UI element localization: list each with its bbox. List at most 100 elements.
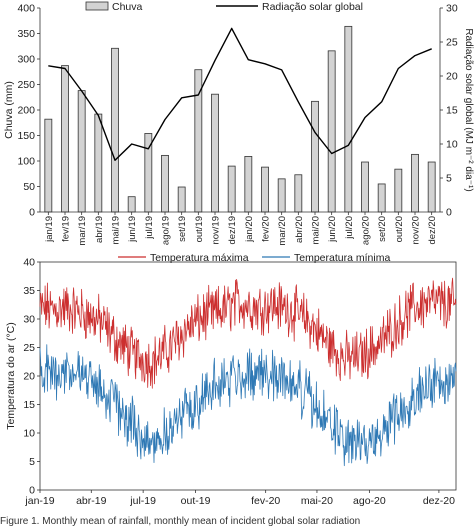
x-tick-label: abr/19 xyxy=(94,216,105,243)
rainfall-bar-abr/19 xyxy=(94,113,103,213)
y-tick-label-left: 150 xyxy=(17,130,35,142)
x-tick-label: set/20 xyxy=(377,216,388,242)
x-tick-label: mai/20 xyxy=(311,216,322,245)
legend-label-chuva: Chuva xyxy=(112,1,143,13)
x-tick-label: fev/19 xyxy=(61,216,72,242)
rainfall-bar-ago/20 xyxy=(361,161,369,213)
rainfall-bar-set/19 xyxy=(177,186,186,213)
x-tick-label: jan/20 xyxy=(244,216,255,243)
x-tick-label-temp: out-19 xyxy=(181,495,211,507)
x-tick-label: mar/20 xyxy=(277,216,288,246)
x-tick-label: out/19 xyxy=(194,216,205,242)
y-tick-label-temp: 40 xyxy=(23,257,35,269)
radiation-line xyxy=(48,27,432,162)
rainfall-bar-nov/20 xyxy=(411,153,419,213)
y-tick-label-left: 350 xyxy=(17,28,35,40)
y-axis-label-chuva: Chuva (mm) xyxy=(3,81,15,139)
rainfall-bar-abr/20 xyxy=(294,174,303,213)
y-tick-label-temp: 30 xyxy=(23,314,35,326)
rainfall-bar-mai/20 xyxy=(311,100,319,213)
rainfall-bar-jun/19 xyxy=(127,196,136,213)
legend-label-radiacao: Radiação solar global xyxy=(262,1,363,13)
y-tick-label-right: 10 xyxy=(446,139,458,151)
x-tick-label: ago/19 xyxy=(161,216,172,245)
tmax-line xyxy=(39,277,457,389)
y-tick-label-temp: 0 xyxy=(29,485,35,497)
rainfall-bar-jan/19 xyxy=(44,118,53,213)
y-tick-label-temp: 10 xyxy=(23,428,35,440)
x-tick-label: nov/20 xyxy=(411,216,422,245)
rainfall-bar-jun/20 xyxy=(327,50,336,213)
y-tick-label-left: 400 xyxy=(17,3,35,15)
y-tick-label-right: 25 xyxy=(446,37,458,49)
rainfall-bar-mar/20 xyxy=(277,178,286,213)
x-tick-label: fev/20 xyxy=(261,216,272,242)
rainfall-bar-mar/19 xyxy=(77,90,86,213)
y-tick-label-left: 300 xyxy=(17,54,35,66)
y-tick-label-right: 5 xyxy=(446,173,452,185)
legend-swatch-chuva xyxy=(85,1,109,11)
rainfall-legend: Chuva Radiação solar global xyxy=(85,1,363,13)
rainfall-bar-nov/19 xyxy=(211,93,219,213)
tmin-line xyxy=(39,344,457,467)
x-tick-label: set/19 xyxy=(177,216,188,242)
rainfall-radiation-chart: 0 50 100 150 200 250 300 350 400 0 5 10 15 20 25 30 jan/… xyxy=(3,1,474,246)
rainfall-bar-mai/19 xyxy=(111,47,119,213)
x-tick-label: jan/19 xyxy=(44,216,55,243)
rainfall-bar-out/20 xyxy=(394,168,403,213)
y-tick-label-left: 250 xyxy=(17,79,35,91)
x-tick-label: mai/19 xyxy=(111,216,122,245)
x-tick-label: jun/20 xyxy=(327,216,338,243)
rainfall-bar-set/20 xyxy=(377,183,386,213)
y-axis-label-temperatura: Temperatura do ar (°C) xyxy=(5,322,17,430)
x-tick-label: jun/19 xyxy=(127,216,138,243)
x-tick-label-temp: jan-19 xyxy=(24,495,54,507)
y-tick-label-left: 50 xyxy=(23,181,35,193)
rainfall-bar-dez/19 xyxy=(227,165,236,213)
rainfall-bar-jul/20 xyxy=(344,25,353,213)
rainfall-bar-ago/19 xyxy=(161,154,169,213)
rainfall-bar-jan/20 xyxy=(244,156,253,213)
rainfall-axes: 0 50 100 150 200 250 300 350 400 0 5 10 15 20 25 30 jan/… xyxy=(17,3,457,246)
rainfall-bar-fev/20 xyxy=(261,166,269,213)
y-tick-label-temp: 20 xyxy=(23,371,35,383)
y-tick-label-temp: 5 xyxy=(29,456,35,468)
x-tick-label: dez/19 xyxy=(227,216,238,245)
radiation-line-group xyxy=(48,27,432,162)
y-tick-label-right: 0 xyxy=(446,207,452,219)
x-tick-label: ago/20 xyxy=(361,216,372,245)
rainfall-bar-fev/19 xyxy=(61,65,69,213)
y-tick-label-right: 30 xyxy=(446,3,458,15)
y-tick-label-temp: 15 xyxy=(23,399,35,411)
y-tick-label-left: 200 xyxy=(17,105,35,117)
x-tick-label: jul/20 xyxy=(344,216,355,240)
y-axis-label-radiacao: Radiação solar global (MJ m⁻² dia⁻¹) xyxy=(463,28,474,191)
x-tick-label: mar/19 xyxy=(77,216,88,246)
temperature-lines xyxy=(39,277,457,467)
x-tick-label-temp: jul-19 xyxy=(129,495,156,507)
x-tick-label: dez/20 xyxy=(427,216,438,245)
x-tick-label: out/20 xyxy=(394,216,405,242)
y-tick-label-right: 20 xyxy=(446,71,458,83)
figure-caption: Figure 1. Monthly mean of rainfall, mont… xyxy=(0,516,361,527)
y-tick-label-left: 100 xyxy=(17,156,35,168)
x-tick-label-temp: dez-20 xyxy=(423,495,455,507)
y-tick-label-temp: 35 xyxy=(23,285,35,297)
x-tick-label: jul/19 xyxy=(144,216,155,240)
legend-label-tmin: Temperatura mínima xyxy=(294,252,390,264)
temperature-legend: Temperatura máxima Temperatura mínima xyxy=(118,252,390,264)
y-tick-label-right: 15 xyxy=(446,105,458,117)
temperature-chart: 0 5 10 15 20 25 30 35 40 jan-19 abr-19 jul-19 out-19… xyxy=(5,252,457,508)
x-tick-label-temp: ago-20 xyxy=(353,495,386,507)
legend-label-tmax: Temperatura máxima xyxy=(150,252,249,264)
x-tick-label: nov/19 xyxy=(211,216,222,245)
x-tick-label-temp: abr-19 xyxy=(76,495,107,507)
y-tick-label-temp: 25 xyxy=(23,342,35,354)
x-tick-label: abr/20 xyxy=(294,216,305,243)
x-tick-label-temp: fev-20 xyxy=(251,495,280,507)
x-tick-label-temp: mai-20 xyxy=(301,495,333,507)
temperature-axes: 0 5 10 15 20 25 30 35 40 jan-19 abr-19 jul-19 out-19… xyxy=(23,257,455,508)
rainfall-bars xyxy=(44,25,436,213)
y-tick-label-left: 0 xyxy=(29,207,35,219)
